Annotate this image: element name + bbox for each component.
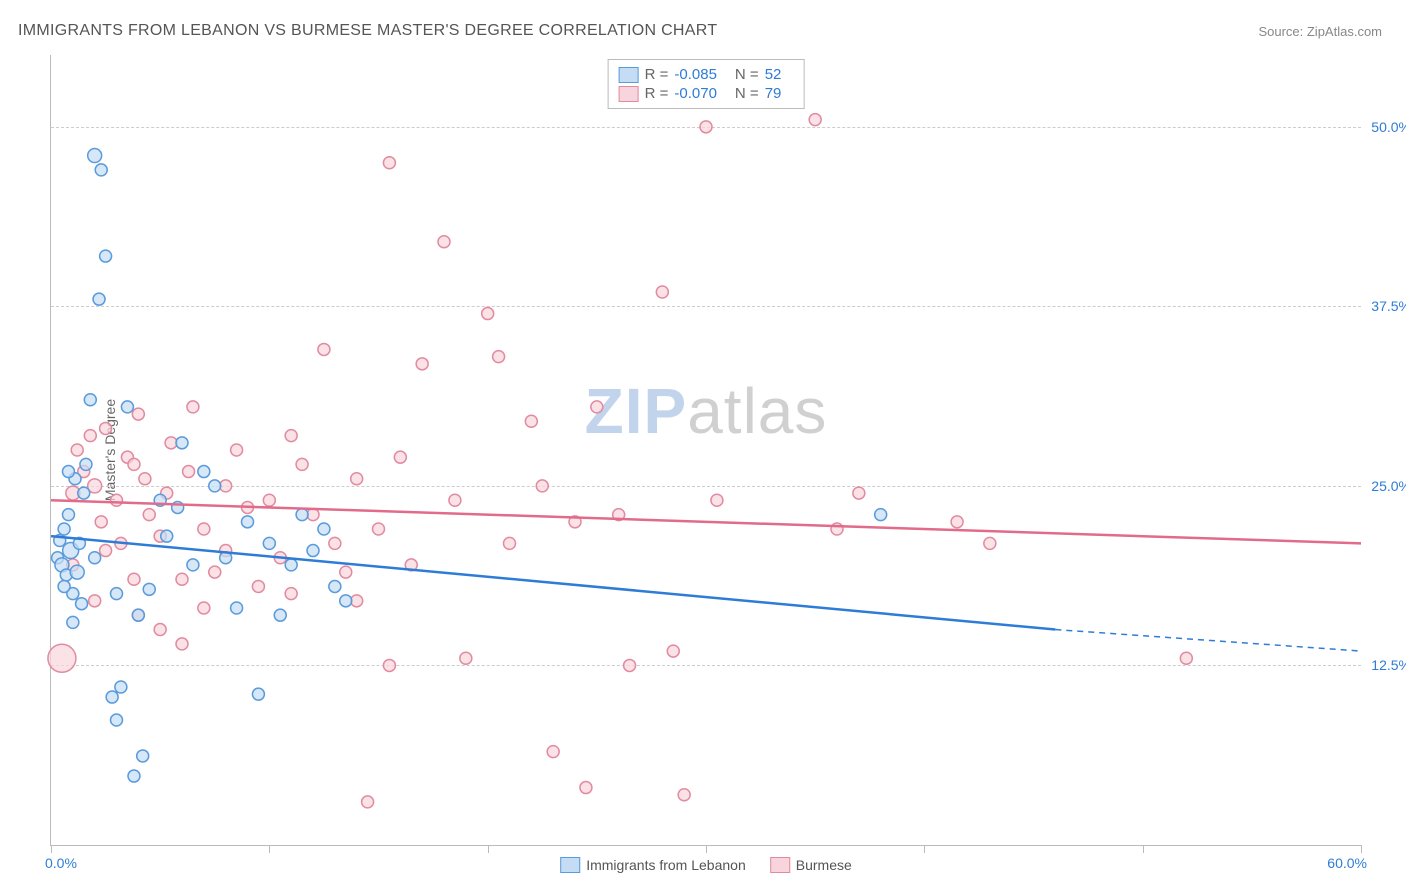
series-1-n-value: 79 <box>765 85 782 102</box>
series-1-r-value: -0.070 <box>674 85 717 102</box>
series-0-n-value: 52 <box>765 66 782 83</box>
legend-0-swatch <box>560 857 580 873</box>
chart-title: IMMIGRANTS FROM LEBANON VS BURMESE MASTE… <box>18 22 717 40</box>
r-label: R = <box>645 66 669 83</box>
n-label: N = <box>735 85 759 102</box>
chart-area: Master's Degree 12.5%25.0%37.5%50.0% 0.0… <box>50 55 1361 846</box>
series-0-r-value: -0.085 <box>674 66 717 83</box>
legend-1-swatch <box>770 857 790 873</box>
scatter-plot-svg <box>51 55 1361 845</box>
series-0-swatch <box>619 67 639 83</box>
legend-bottom: Immigrants from Lebanon Burmese <box>560 857 852 873</box>
legend-item-0: Immigrants from Lebanon <box>560 857 746 873</box>
legend-item-1: Burmese <box>770 857 852 873</box>
stat-row-series-1: R = -0.070 N = 79 <box>619 85 794 102</box>
source-attribution: Source: ZipAtlas.com <box>1258 24 1382 39</box>
n-label: N = <box>735 66 759 83</box>
legend-0-label: Immigrants from Lebanon <box>586 857 746 873</box>
legend-1-label: Burmese <box>796 857 852 873</box>
x-axis-max-label: 60.0% <box>1327 855 1367 871</box>
r-label: R = <box>645 85 669 102</box>
series-1-swatch <box>619 86 639 102</box>
correlation-stats-box: R = -0.085 N = 52 R = -0.070 N = 79 <box>608 59 805 109</box>
x-axis-min-label: 0.0% <box>45 855 77 871</box>
stat-row-series-0: R = -0.085 N = 52 <box>619 66 794 83</box>
